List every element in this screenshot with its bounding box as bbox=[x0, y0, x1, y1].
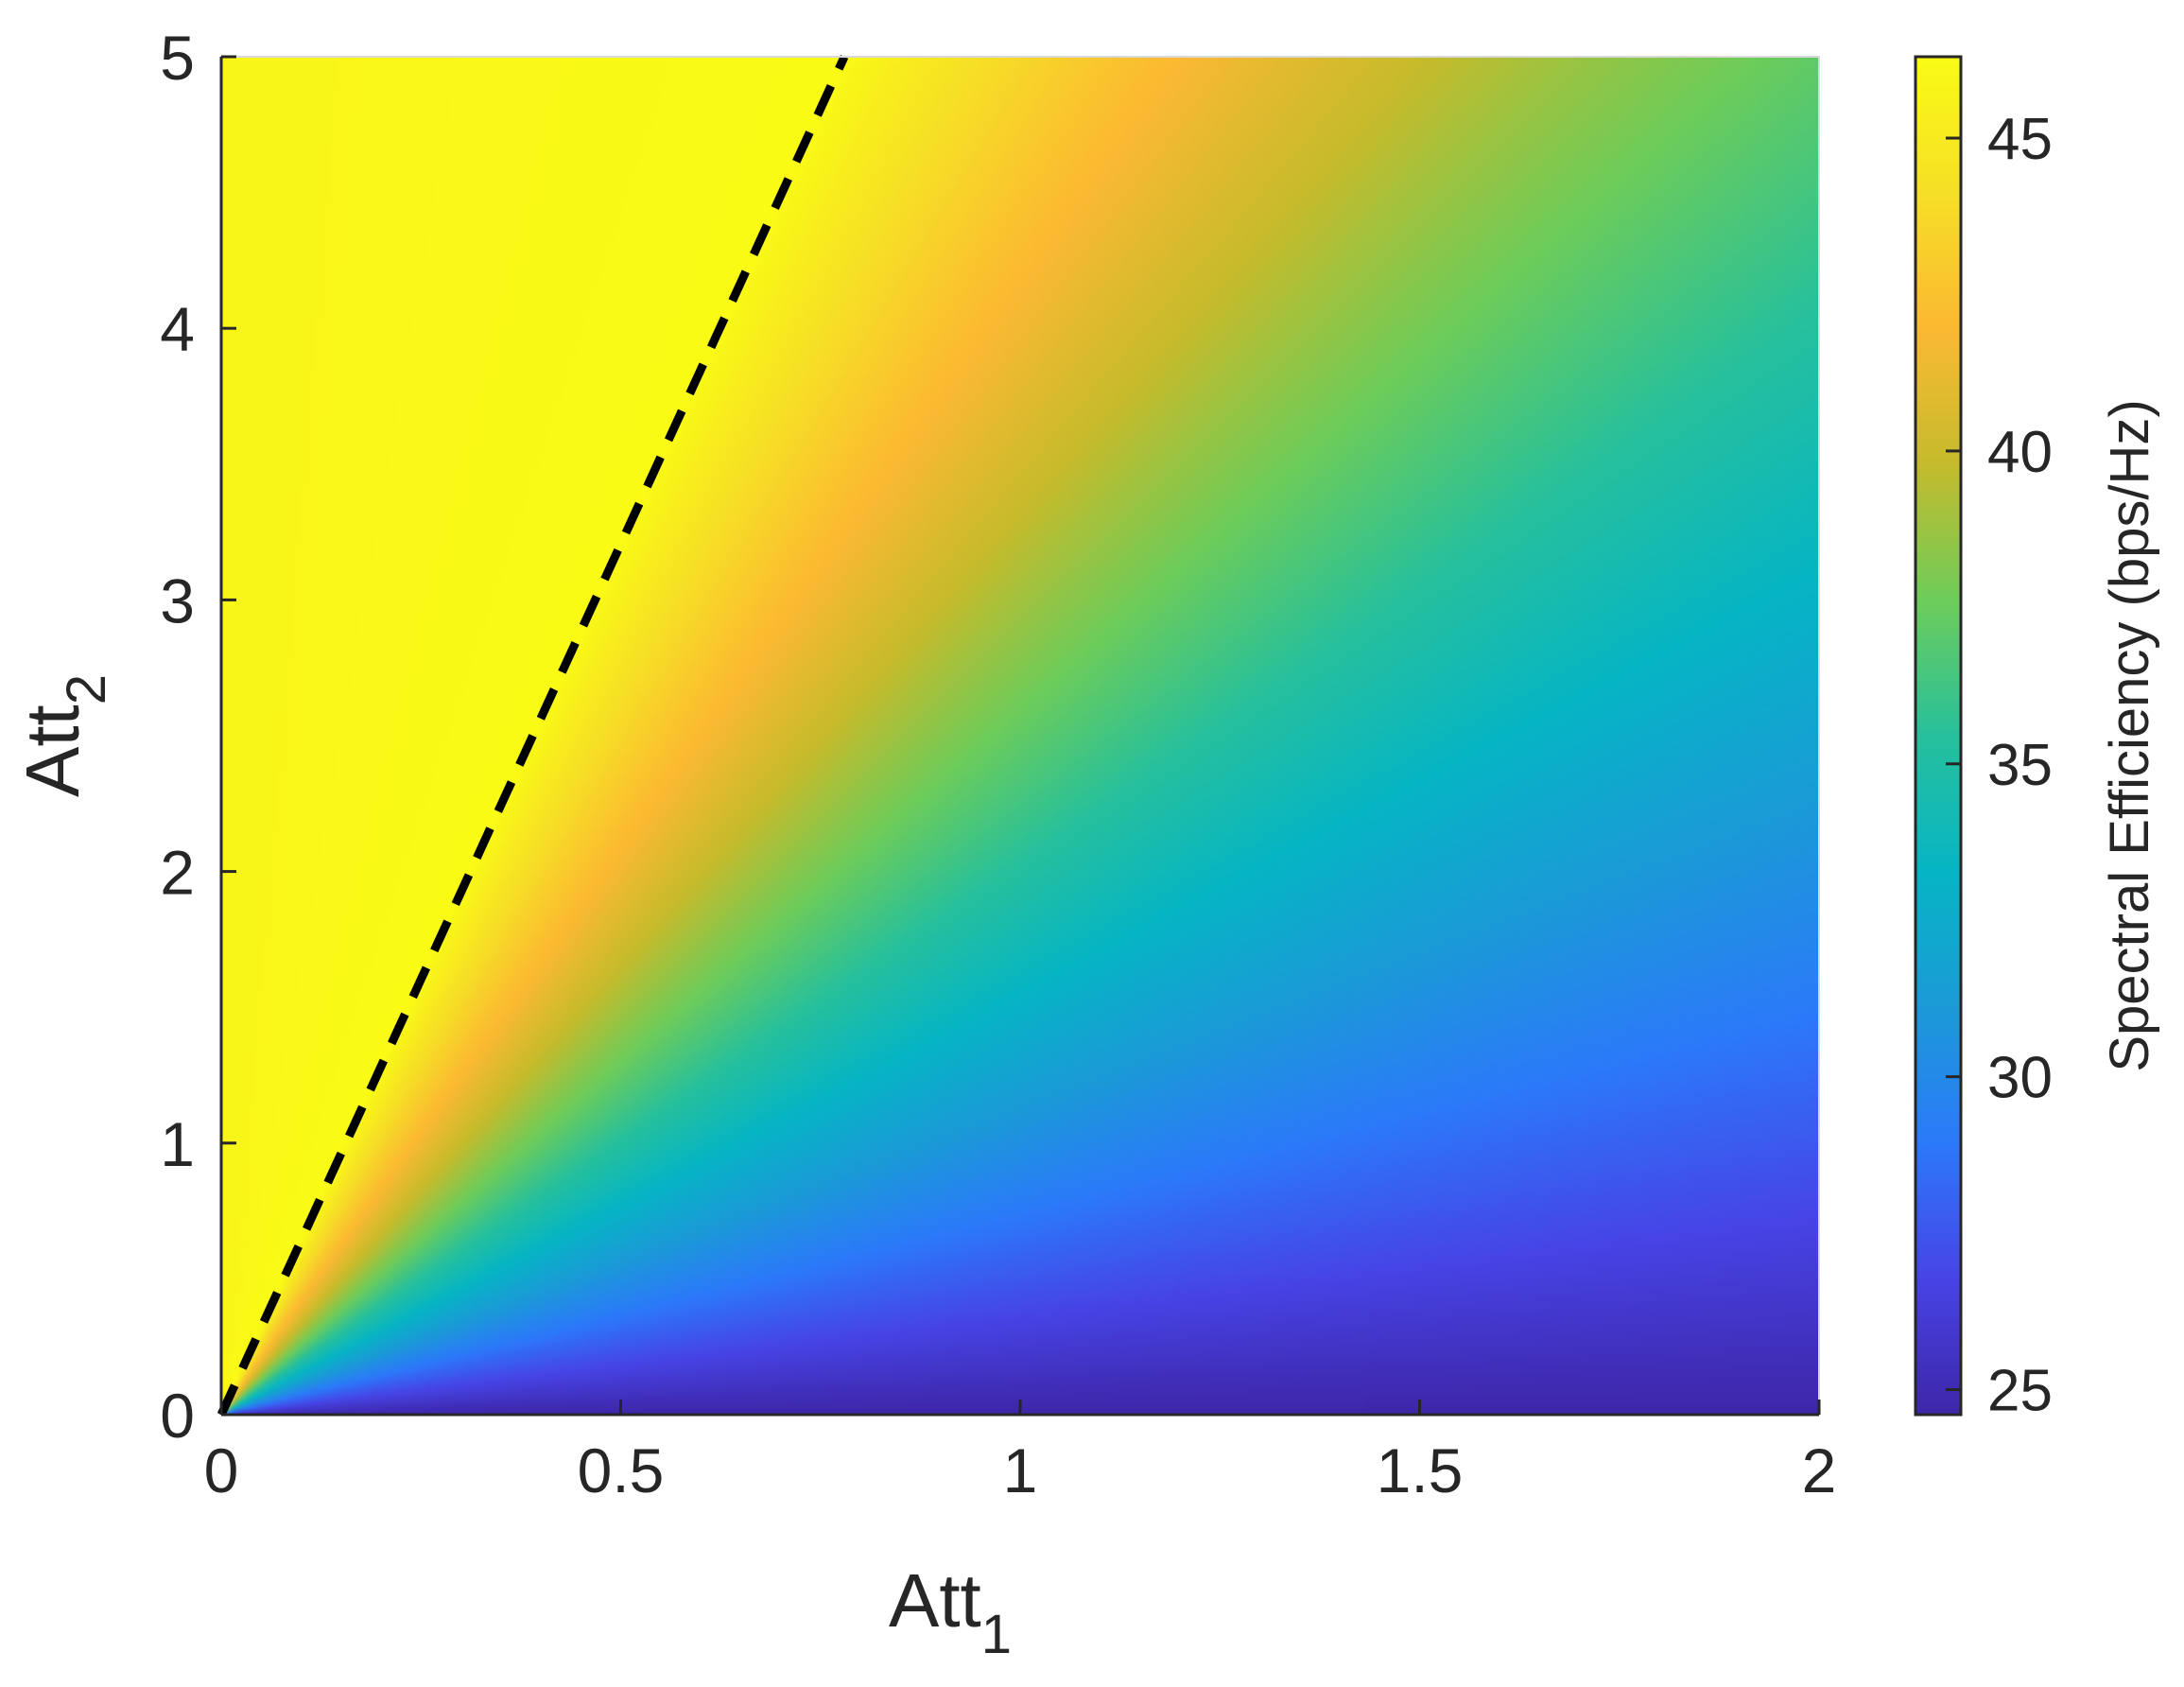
y-tick-label: 5 bbox=[160, 23, 195, 93]
colorbar-tick-label: 25 bbox=[1987, 1359, 2053, 1424]
x-tick-label: 1 bbox=[1003, 1435, 1038, 1505]
colorbar-ticks: 25 30 35 40 45 bbox=[1946, 107, 2053, 1424]
x-tick-label: 2 bbox=[1802, 1435, 1837, 1505]
dashed-boundary-line bbox=[217, 55, 849, 1417]
colorbar-gradient bbox=[1915, 57, 1961, 1415]
x-tick-label: 0.5 bbox=[578, 1435, 665, 1505]
y-tick-label: 3 bbox=[160, 565, 195, 635]
x-tick-label: 0 bbox=[204, 1435, 239, 1505]
y-tick-label: 2 bbox=[160, 838, 195, 908]
plot-area bbox=[221, 57, 1819, 1415]
heatmap-field bbox=[221, 57, 1819, 1415]
colorbar-tick-label: 40 bbox=[1987, 420, 2053, 485]
colorbar-label: Spectral Efficiency (bps/Hz) bbox=[2099, 399, 2160, 1071]
colorbar-frame bbox=[1914, 55, 1963, 1417]
colorbar: 25 30 35 40 45 Spectral Efficiency (bps/Hz) bbox=[1914, 55, 2160, 1424]
colorbar-tick-label: 45 bbox=[1987, 107, 2053, 172]
x-axis-label: Att1 bbox=[889, 1558, 1012, 1665]
y-tick-label: 1 bbox=[160, 1109, 195, 1179]
y-axis-ticks: 0 1 2 3 4 5 bbox=[160, 23, 236, 1451]
colorbar-tick-label: 35 bbox=[1987, 733, 2053, 798]
x-axis-ticks: 0 0.5 1 1.5 2 bbox=[204, 1400, 1837, 1505]
y-tick-label: 0 bbox=[160, 1381, 195, 1451]
y-axis-label: Att2 bbox=[10, 674, 117, 797]
x-tick-label: 1.5 bbox=[1377, 1435, 1464, 1505]
colorbar-tick-label: 30 bbox=[1987, 1046, 2053, 1111]
y-tick-label: 4 bbox=[160, 294, 195, 364]
